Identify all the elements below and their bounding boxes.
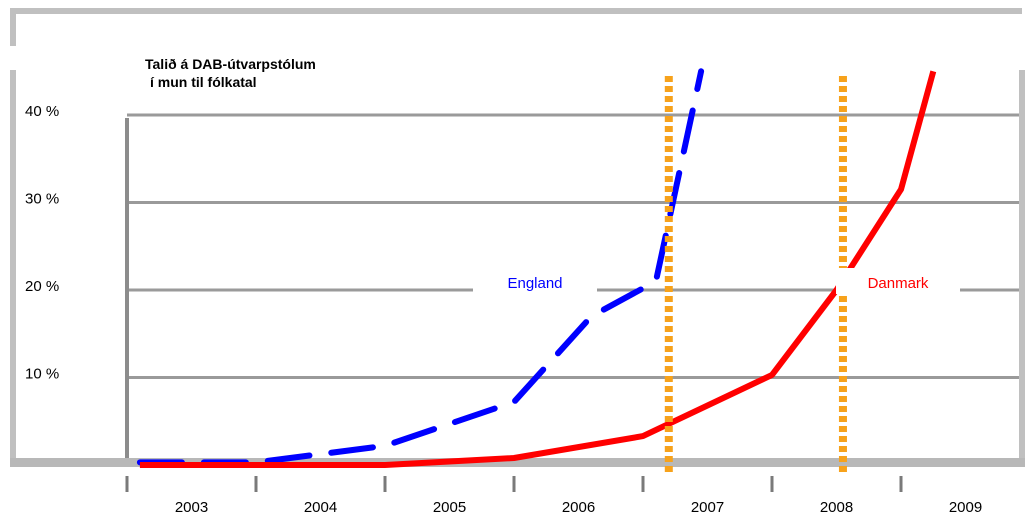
x-axis-bar	[10, 458, 1025, 467]
series-label-box	[836, 268, 960, 294]
series-label-danmark: Danmark	[868, 275, 929, 292]
x-tick-label: 2008	[820, 499, 853, 516]
y-tick-label-box	[16, 360, 66, 385]
series-line-england	[136, 68, 705, 466]
y-tick-label: 20 %	[25, 278, 59, 295]
series-label-box	[473, 268, 597, 294]
y-tick-label: 40 %	[25, 103, 59, 120]
x-tick-label: 2004	[304, 499, 337, 516]
right-frame-bar	[1019, 70, 1025, 464]
x-tick-label: 2007	[691, 499, 724, 516]
x-tick-label: 2006	[562, 499, 595, 516]
series-line-danmark	[139, 70, 937, 468]
y-tick-label-box	[16, 273, 66, 297]
y-tick-label: 10 %	[25, 366, 59, 383]
x-tick-label: 2003	[175, 499, 208, 516]
y-tick-label-box	[16, 98, 66, 122]
x-tick-label: 2005	[433, 499, 466, 516]
y-tick-label-box	[16, 185, 66, 210]
chart-title-line-2: í mun til fólkatal	[150, 74, 257, 90]
top-frame-bar	[10, 8, 1022, 14]
top-left-frame-stub	[10, 8, 16, 46]
left-frame-bar	[10, 70, 16, 464]
x-tick-label: 2009	[949, 499, 982, 516]
y-tick-label: 30 %	[25, 191, 59, 208]
series-label-england: England	[507, 275, 562, 292]
chart-title-line-1: Talið á DAB-útvarpstólum	[145, 56, 316, 72]
